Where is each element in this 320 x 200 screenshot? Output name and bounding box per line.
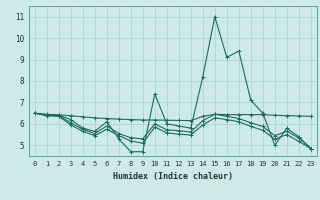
X-axis label: Humidex (Indice chaleur): Humidex (Indice chaleur) (113, 172, 233, 181)
